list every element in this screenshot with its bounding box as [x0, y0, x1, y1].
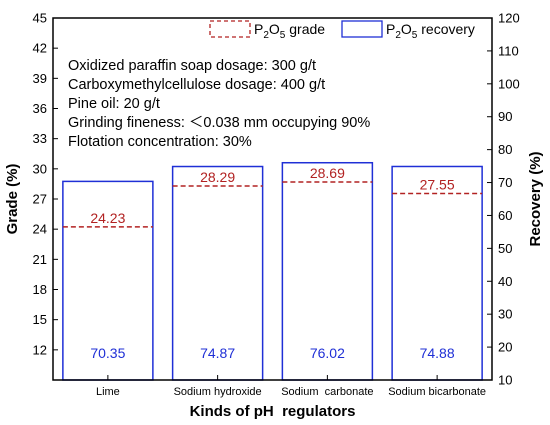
category-label: Sodium carbonate — [281, 386, 373, 398]
right-tick-label: 70 — [498, 175, 512, 190]
legend-grade-swatch — [209, 20, 251, 38]
left-tick-label: 45 — [33, 11, 47, 26]
right-tick-label: 100 — [498, 76, 520, 91]
category-label: Sodium bicarbonate — [388, 386, 486, 398]
left-axis-ticks: 12 15 18 21 24 27 30 33 36 39 42 45 — [33, 11, 58, 357]
category-ticks: Lime Sodium hydroxide Sodium carbonate Sodi… — [96, 375, 486, 398]
legend-recovery-label: P2O5 recovery — [386, 21, 475, 41]
left-tick-label: 24 — [33, 222, 47, 237]
recovery-bars: 70.35 74.87 76.02 74.88 — [62, 161, 483, 381]
right-tick-label: 20 — [498, 340, 512, 355]
recovery-data-label: 74.88 — [420, 345, 455, 361]
condition-line: Flotation concentration: 30% — [68, 134, 252, 150]
left-tick-label: 36 — [33, 101, 47, 116]
left-tick-label: 12 — [33, 342, 47, 357]
left-tick-label: 33 — [33, 131, 47, 146]
right-tick-label: 30 — [498, 307, 512, 322]
right-tick-label: 10 — [498, 373, 512, 388]
left-tick-label: 21 — [33, 252, 47, 267]
x-axis-title: Kinds of pH regulators — [190, 403, 356, 420]
right-tick-label: 50 — [498, 241, 512, 256]
left-tick-label: 27 — [33, 192, 47, 207]
grade-data-label: 27.55 — [420, 176, 455, 192]
conditions-annotation: Oxidized paraffin soap dosage: 300 g/t Ca… — [68, 58, 370, 150]
category-label: Lime — [96, 386, 120, 398]
left-tick-label: 39 — [33, 71, 47, 86]
right-tick-label: 110 — [498, 43, 519, 58]
condition-line: Oxidized paraffin soap dosage: 300 g/t — [68, 58, 316, 74]
condition-line: Pine oil: 20 g/t — [68, 96, 160, 112]
y-axis-left-title: Grade (%) — [4, 164, 21, 235]
right-axis-ticks: 10 20 30 40 50 60 70 80 90 100 110 120 — [487, 11, 520, 388]
recovery-data-label: 70.35 — [90, 345, 125, 361]
legend: P2O5 grade P2O5 recovery — [209, 20, 475, 41]
left-tick-label: 30 — [33, 161, 47, 176]
right-tick-label: 60 — [498, 208, 512, 223]
right-tick-label: 80 — [498, 142, 512, 157]
category-label: Sodium hydroxide — [174, 386, 262, 398]
left-tick-label: 42 — [33, 41, 47, 56]
condition-line: Carboxymethylcellulose dosage: 400 g/t — [68, 77, 325, 93]
legend-recovery-swatch — [341, 20, 383, 38]
y-axis-right-title: Recovery (%) — [527, 151, 544, 246]
right-tick-label: 40 — [498, 274, 512, 289]
grade-data-label: 24.23 — [90, 210, 125, 226]
grade-data-label: 28.29 — [200, 169, 235, 185]
grade-lines: 24.23 28.29 28.69 27.55 — [62, 165, 483, 228]
right-tick-label: 90 — [498, 109, 512, 124]
recovery-data-label: 74.87 — [200, 345, 235, 361]
condition-line: Grinding fineness: ＜0.038 mm occupying 9… — [68, 115, 370, 131]
grade-data-label: 28.69 — [310, 165, 345, 181]
left-tick-label: 15 — [33, 312, 47, 327]
legend-grade-label: P2O5 grade — [254, 21, 325, 41]
left-tick-label: 18 — [33, 282, 47, 297]
recovery-data-label: 76.02 — [310, 345, 345, 361]
right-tick-label: 120 — [498, 11, 520, 26]
